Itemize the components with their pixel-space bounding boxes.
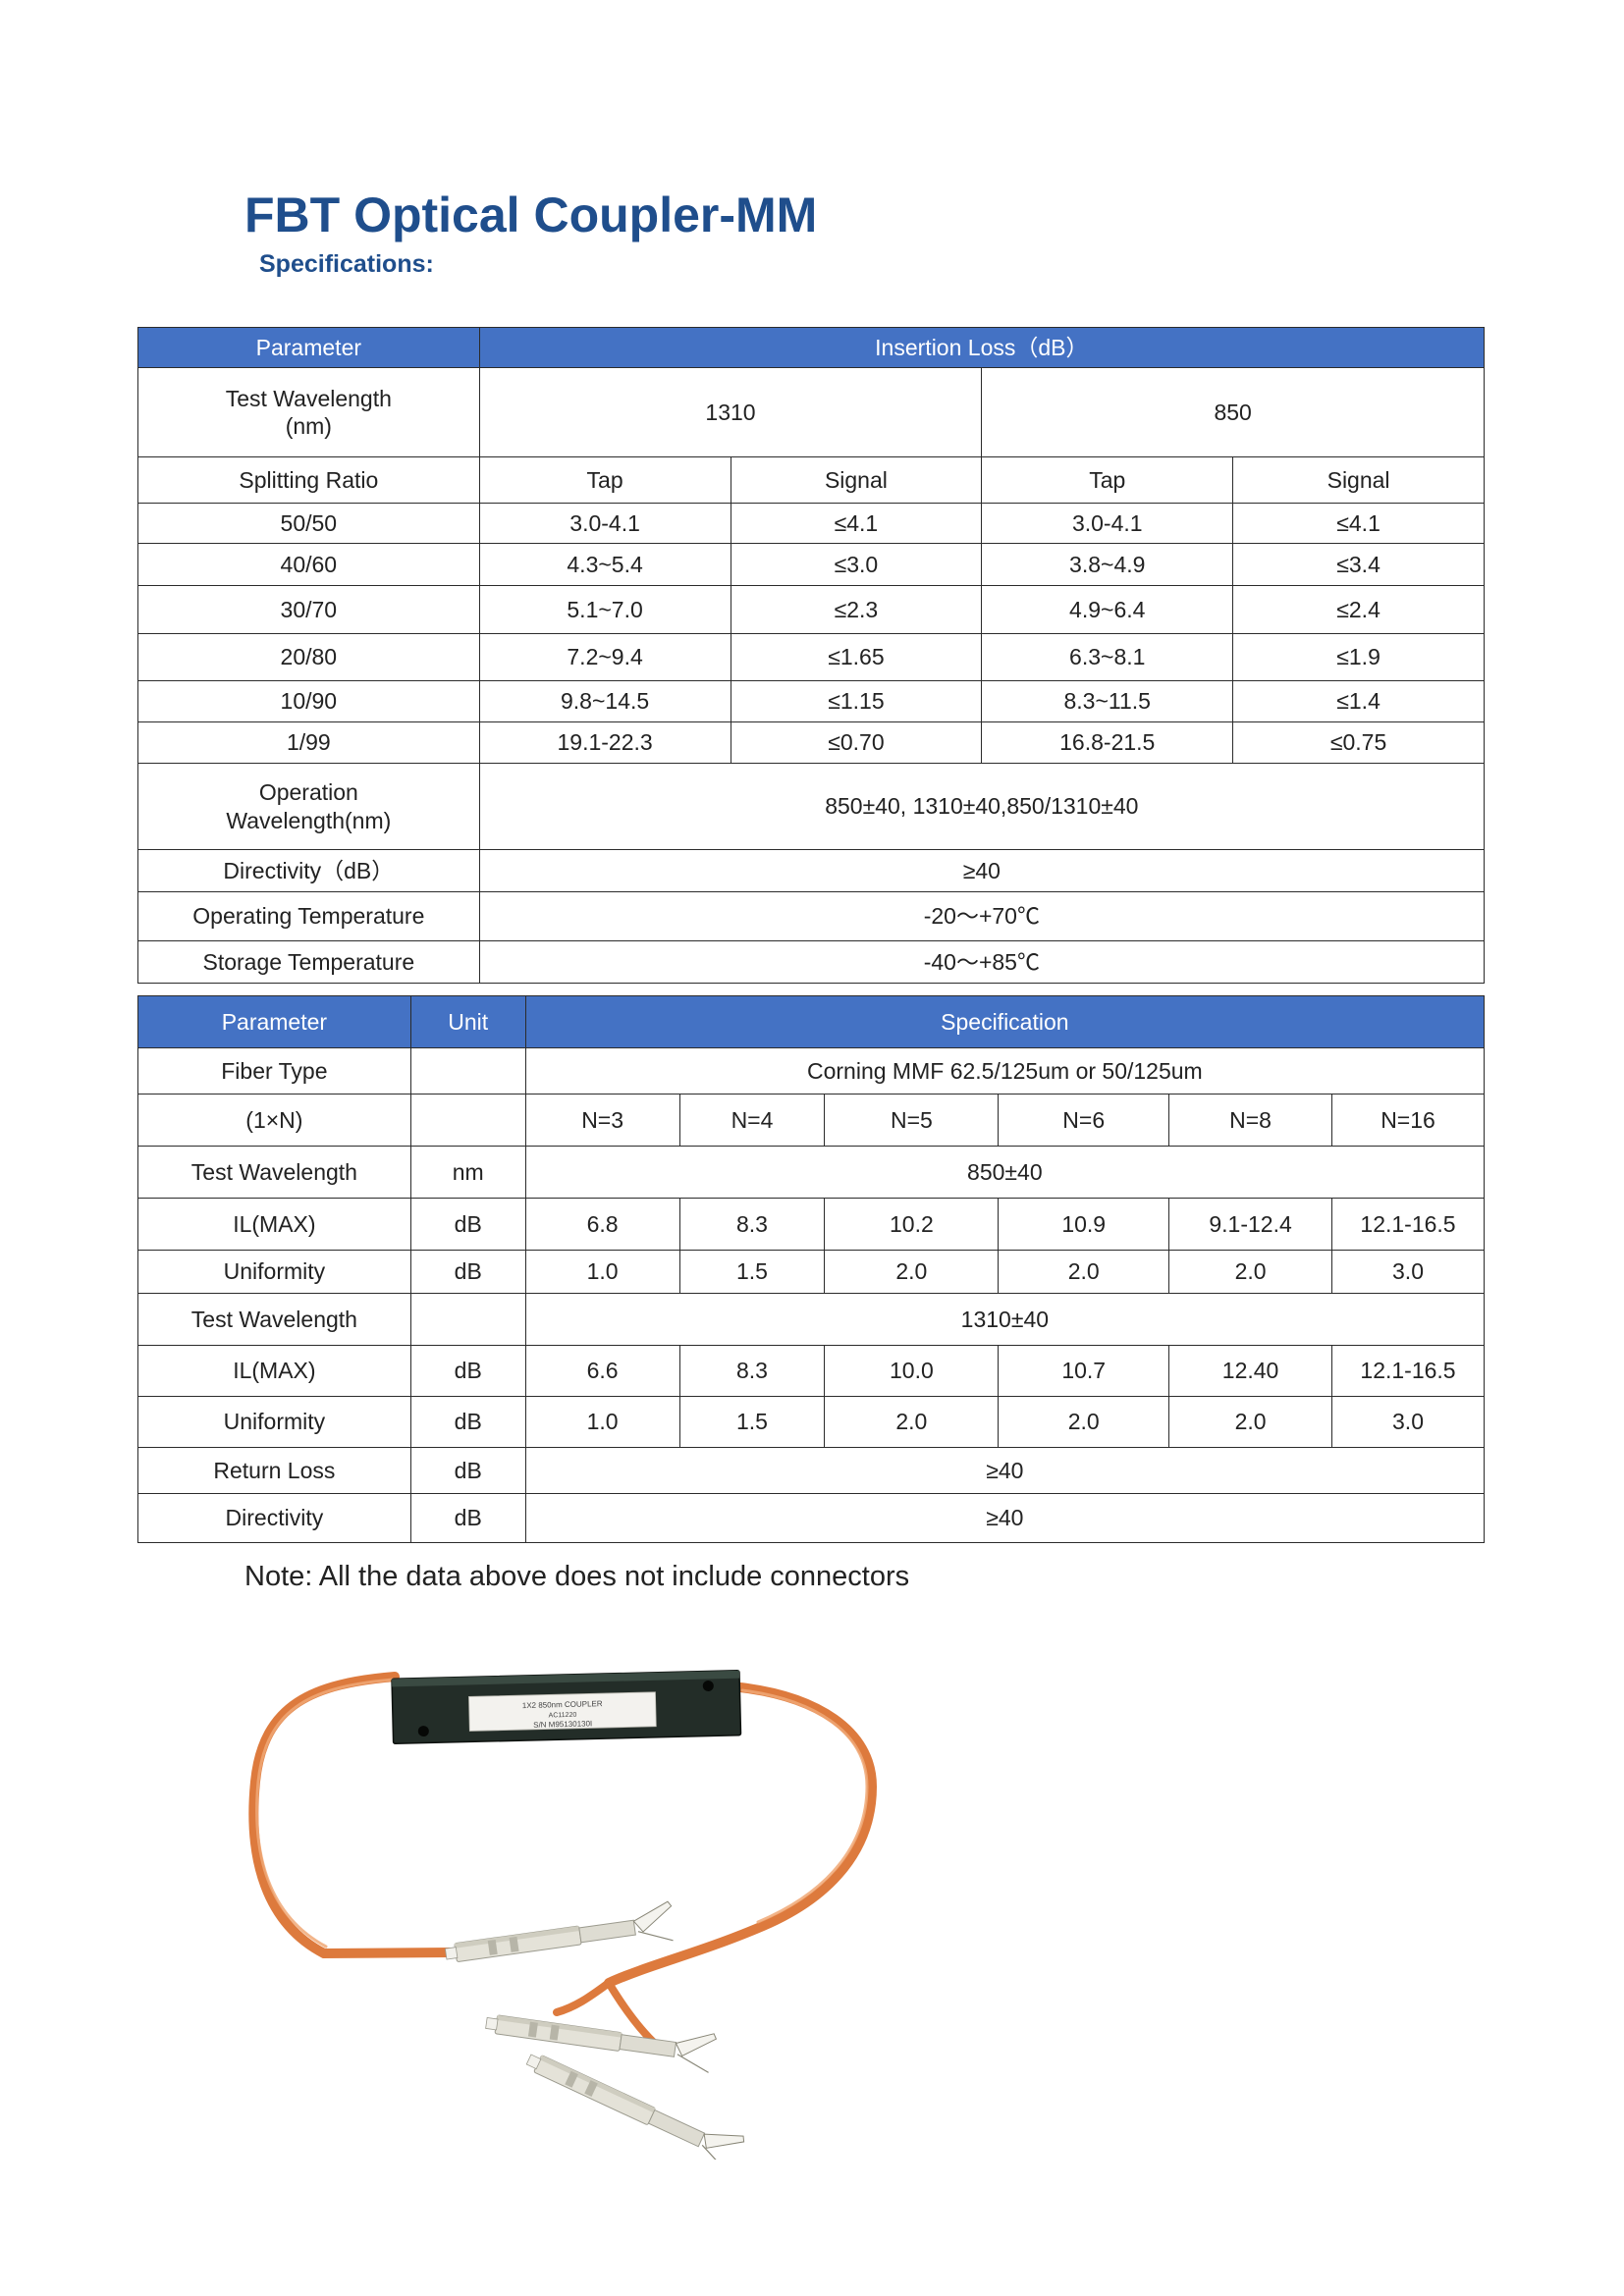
svg-text:AC11220: AC11220 <box>549 1712 577 1720</box>
svg-text:S/N M95130130I: S/N M95130130I <box>533 1719 592 1729</box>
